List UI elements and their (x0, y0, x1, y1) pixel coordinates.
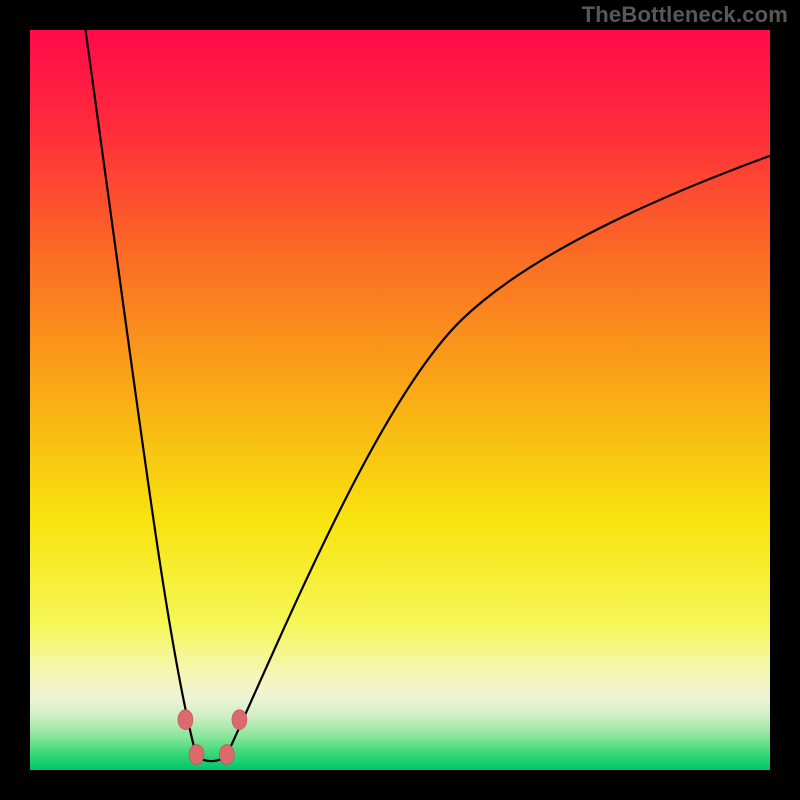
marker-point (219, 744, 234, 764)
chart-container: TheBottleneck.com (0, 0, 800, 800)
watermark-text: TheBottleneck.com (582, 2, 788, 28)
marker-point (189, 744, 204, 764)
marker-point (178, 710, 193, 730)
marker-point (232, 710, 247, 730)
bottleneck-chart (0, 0, 800, 800)
